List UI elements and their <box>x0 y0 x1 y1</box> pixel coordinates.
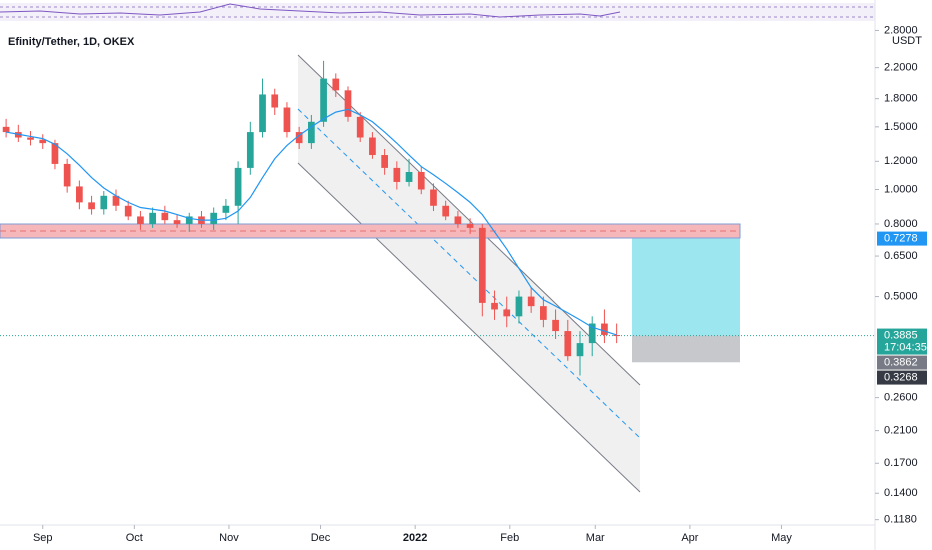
candle-body <box>320 78 327 122</box>
y-tick-label: 0.1400 <box>884 487 918 499</box>
candle-body <box>39 139 47 144</box>
candle-body <box>161 212 169 221</box>
indicator-strip <box>0 3 875 21</box>
candle-body <box>63 163 71 187</box>
channel-upper <box>297 54 641 386</box>
candle-body <box>173 220 181 224</box>
candle-body <box>234 167 242 206</box>
candle-body <box>88 202 95 210</box>
price-label-box <box>877 370 927 385</box>
candle-body <box>344 90 352 117</box>
candle-body <box>540 306 547 320</box>
candle-body <box>332 78 340 91</box>
y-tick-label: 0.2600 <box>884 392 918 404</box>
stop-zone <box>632 335 740 363</box>
candle-body <box>137 216 144 224</box>
y-tick-label: 1.0000 <box>884 183 918 195</box>
x-tick-label: Mar <box>586 532 605 544</box>
candle-body <box>185 216 193 224</box>
candle-body <box>295 132 303 144</box>
candle-body <box>271 94 279 108</box>
y-tick-label: 0.5000 <box>884 290 918 302</box>
x-tick-label: Feb <box>500 532 519 544</box>
candle-body <box>308 121 315 144</box>
candle-body <box>51 143 59 164</box>
candle-body <box>369 137 376 156</box>
candle-body <box>27 137 34 140</box>
candle-body <box>393 167 401 182</box>
x-tick-label: Apr <box>681 532 698 544</box>
candle-body <box>491 302 498 310</box>
y-tick-label: 1.8000 <box>884 93 918 105</box>
y-tick-label: 1.5000 <box>884 121 918 133</box>
candle-body <box>613 334 620 336</box>
chart-title: Efinity/Tether, 1D, OKEX <box>8 36 135 48</box>
candle-body <box>442 205 450 217</box>
price-label: 0.3268 <box>884 371 918 383</box>
x-tick-label: 2022 <box>403 532 427 544</box>
y-tick-label: 0.1180 <box>884 514 917 526</box>
candle-body <box>466 223 474 228</box>
candle-body <box>356 116 364 138</box>
indicator-line <box>0 3 621 18</box>
candle-body <box>552 319 559 332</box>
price-label: 0.3885 <box>884 329 918 341</box>
candle-body <box>503 309 511 317</box>
moving-average <box>6 108 617 336</box>
y-tick-label: 0.6500 <box>884 250 918 262</box>
candle-body <box>259 94 266 133</box>
target-zone <box>632 238 740 336</box>
candle-body <box>564 331 572 357</box>
price-label-box <box>877 328 927 355</box>
candle-body <box>283 107 291 133</box>
countdown-label: 17:04:35 <box>884 341 927 353</box>
x-tick-label: Nov <box>219 532 239 544</box>
unit-box <box>889 33 919 47</box>
indicator-band <box>0 3 875 21</box>
candle-body <box>417 171 425 190</box>
candle-body <box>149 212 156 224</box>
x-tick-label: Sep <box>33 532 53 544</box>
y-tick-label: 0.2100 <box>884 425 918 437</box>
price-label-box <box>877 231 927 246</box>
price-label: 0.7278 <box>884 232 918 244</box>
candle-body <box>430 189 437 206</box>
channel-lower <box>297 162 641 493</box>
candle-body <box>454 216 462 224</box>
price-label-box <box>877 355 927 370</box>
candle-body <box>478 227 486 303</box>
channel-mid <box>297 108 641 439</box>
candle-body <box>515 296 523 317</box>
y-tick-label: 0.1700 <box>884 457 918 469</box>
candle-body <box>112 195 120 206</box>
candle-body <box>210 212 218 224</box>
candle-body <box>588 323 596 344</box>
y-tick-label: 0.8000 <box>884 218 918 230</box>
candle-body <box>576 343 584 357</box>
x-tick-label: Oct <box>126 532 143 544</box>
x-tick-label: Dec <box>311 532 331 544</box>
candle-body <box>2 126 10 133</box>
candle-body <box>381 155 388 168</box>
candle-body <box>222 205 230 213</box>
x-tick-label: May <box>771 532 792 544</box>
unit-label: USDT <box>892 35 922 47</box>
y-tick-label: 2.2000 <box>884 62 918 74</box>
price-label: 0.3862 <box>884 356 918 368</box>
candle-body <box>405 171 413 182</box>
candle-body <box>124 205 132 217</box>
y-tick-label: 1.2000 <box>884 155 918 167</box>
candle-body <box>76 186 83 203</box>
y-tick-label: 2.8000 <box>884 24 918 36</box>
candle-body <box>527 296 535 307</box>
candle-body <box>246 132 254 168</box>
candle-body <box>100 195 108 210</box>
candle-body <box>601 323 608 335</box>
